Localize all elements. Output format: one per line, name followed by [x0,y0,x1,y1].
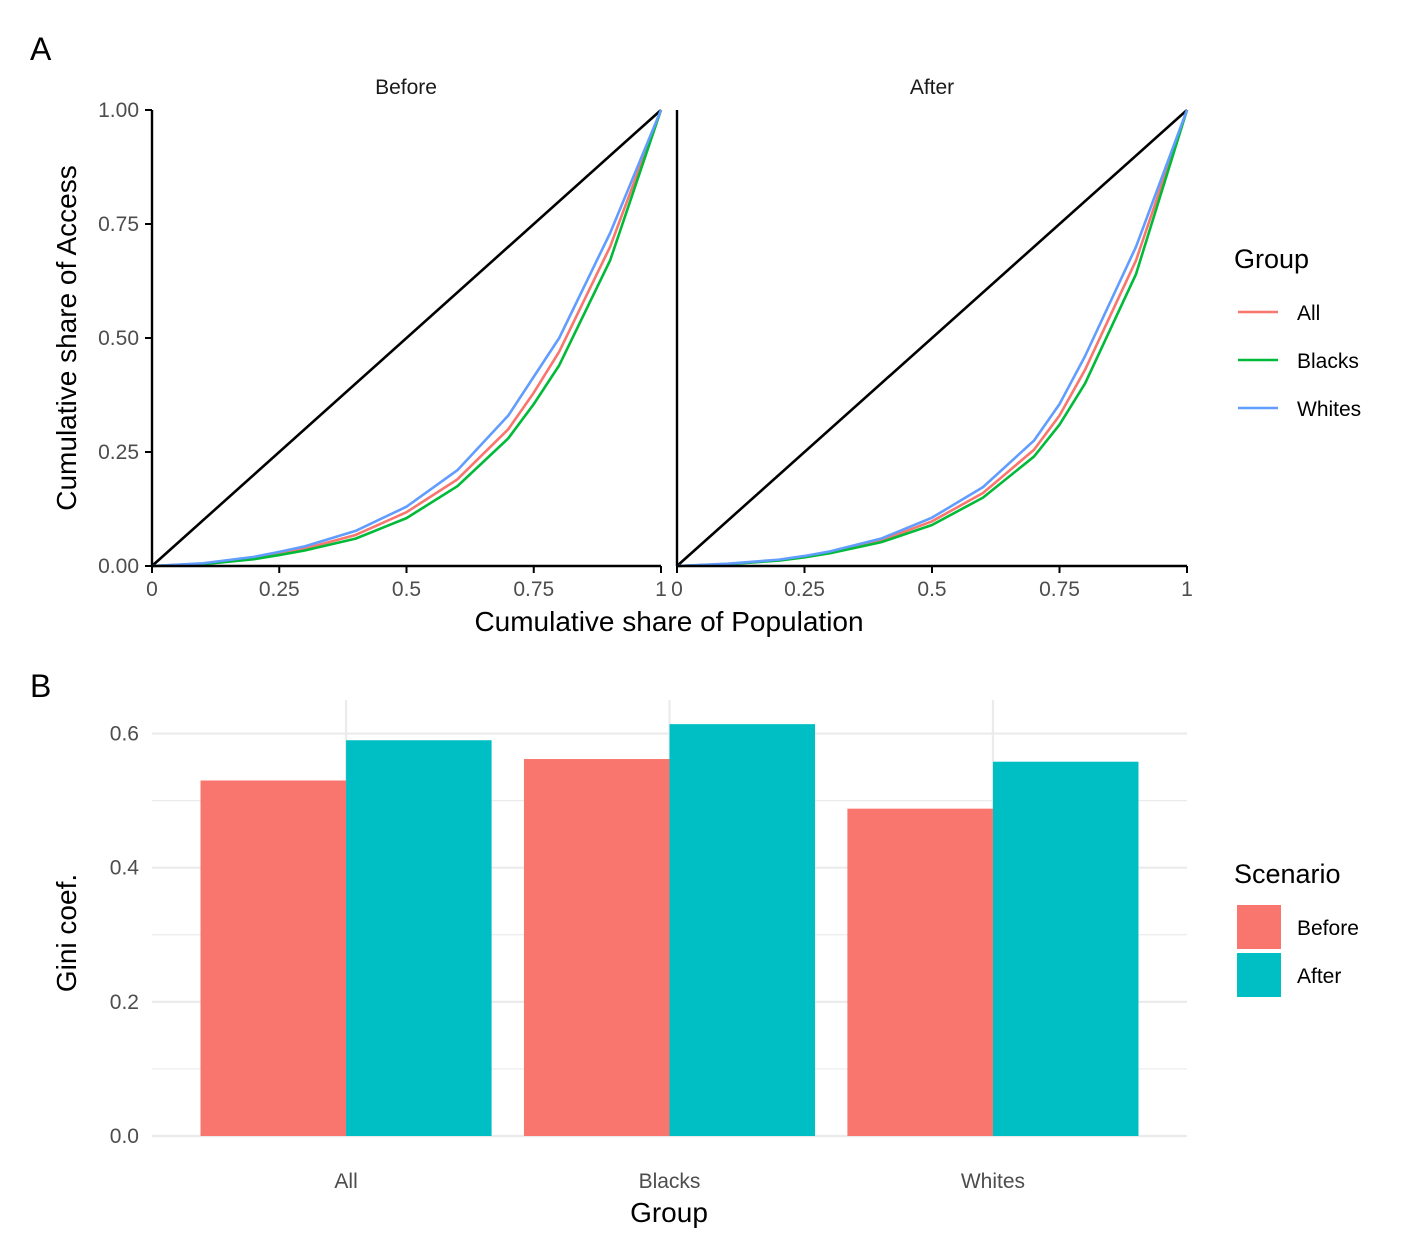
panel-label-b: B [30,668,51,704]
x-tick-label: 1 [655,578,667,601]
legend-key-before [1237,905,1281,949]
legend-label-all: All [1297,302,1320,325]
bar-axes: 0.0 0.2 0.4 0.6 All Blacks Whites [110,723,1025,1193]
x-tick-label: 0.5 [917,578,946,601]
y-tick-label: 0.4 [110,857,140,880]
y-tick-label: 1.00 [98,99,139,122]
facet-label-after: After [910,76,954,99]
y-axis-title-b: Gini coef. [51,874,82,992]
x-tick-label: Blacks [639,1170,701,1193]
bar-blacks-before [523,759,670,1136]
facet-label-before: Before [375,76,437,99]
x-tick-label: 0 [671,578,683,601]
x-tick-label: 0.5 [392,578,421,601]
y-tick-label: 0.75 [98,213,139,236]
equality-line-after [676,109,1188,567]
x-tick-label: 0.75 [1039,578,1080,601]
panel-a: A Before After 0 0.25 0.5 0.75 10.000.250.50… [30,31,1361,637]
y-axis-title-a: Cumulative share of Access [51,165,82,511]
legend-title-group: Group [1234,244,1309,274]
series-line-whites-after [676,109,1189,568]
bar-whites-before [847,808,993,1136]
series-line-blacks-before [151,109,663,568]
equality-line-before [151,109,662,567]
x-tick-label: All [334,1170,357,1193]
x-tick-label: 1 [1181,578,1193,601]
y-tick-label: 0.00 [98,555,139,578]
legend-title-scenario: Scenario [1234,859,1341,889]
legend-key-after [1237,953,1281,997]
y-tick-label: 0.50 [98,327,139,350]
y-tick-label: 0.6 [110,723,139,746]
x-tick-label: Whites [961,1170,1025,1193]
legend-scenario: Scenario Before After [1234,859,1359,997]
panel-label-a: A [30,31,52,67]
y-tick-label: 0.2 [110,991,139,1014]
bar-blacks-after [669,724,816,1136]
x-axis-title-b: Group [630,1197,708,1228]
y-tick-label: 0.25 [98,441,139,464]
legend-label-blacks: Blacks [1297,350,1359,373]
legend-label-before: Before [1297,917,1359,940]
x-tick-label: 0.25 [784,578,825,601]
y-tick-label: 0.0 [110,1125,139,1148]
x-axis-title-a: Cumulative share of Population [474,606,863,637]
x-tick-label: 0.75 [513,578,554,601]
x-tick-label: 0.25 [259,578,300,601]
x-tick-label: 0 [146,578,158,601]
bar-all-after [346,740,492,1136]
bar-whites-after [992,761,1139,1136]
legend-label-after: After [1297,965,1341,988]
series-line-whites-before [151,109,663,568]
bar-all-before [200,780,347,1136]
legend-group: Group All Blacks Whites [1234,244,1361,421]
legend-label-whites: Whites [1297,398,1361,421]
panel-b: B 0.0 0.2 0.4 0.6 All Blacks Whites Group Gini… [30,668,1359,1228]
facet-before: 0 0.25 0.5 0.75 1 0.00 0.25 0.50 0.75 1.00 [98,99,667,601]
bars [200,724,1139,1136]
facet-after: 0 0.25 0.5 0.75 1 [671,109,1193,601]
